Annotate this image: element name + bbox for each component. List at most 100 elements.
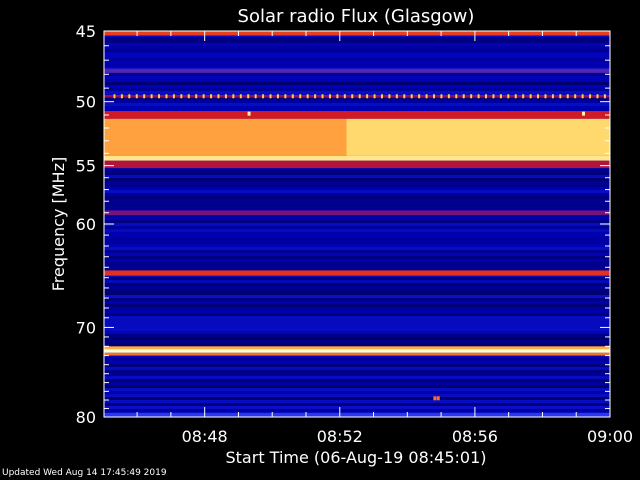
interference-spike	[395, 94, 398, 99]
interference-spike	[128, 94, 131, 99]
noise-row	[104, 187, 610, 190]
noise-row	[104, 214, 610, 217]
noise-row	[104, 223, 610, 226]
frequency-band	[104, 412, 610, 417]
frequency-band	[104, 270, 610, 276]
noise-row	[104, 301, 610, 304]
interference-spike	[150, 94, 153, 99]
frequency-band	[104, 68, 610, 73]
ticks-layer: 08:48 08:52 08:56 09:00 45 50 55 60 70 80	[76, 22, 633, 446]
point-feature	[433, 396, 437, 401]
point-feature	[436, 396, 440, 401]
interference-spike	[291, 94, 294, 99]
y-axis-label: Frequency [MHz]	[49, 157, 68, 291]
noise-row	[104, 238, 610, 241]
interference-spike	[499, 94, 502, 99]
noise-row	[104, 379, 610, 382]
point-feature	[581, 111, 585, 116]
interference-spike	[232, 94, 235, 99]
noise-row	[104, 202, 610, 205]
noise-row	[104, 40, 610, 43]
interference-spike	[514, 94, 517, 99]
noise-row	[104, 406, 610, 409]
updated-timestamp: Updated Wed Aug 14 17:45:49 2019	[2, 468, 167, 478]
y-tick-label: 55	[76, 157, 96, 176]
noise-row	[104, 76, 610, 79]
noise-row	[104, 82, 610, 85]
interference-spike	[180, 94, 183, 99]
interference-spike	[210, 94, 213, 99]
frequency-band	[104, 349, 610, 353]
frequency-band	[104, 210, 610, 215]
noise-row	[104, 172, 610, 175]
interference-spike	[351, 94, 354, 99]
interference-spike	[566, 94, 569, 99]
interference-spike	[425, 94, 428, 99]
noise-row	[104, 205, 610, 208]
noise-row	[104, 256, 610, 259]
y-tick-label: 70	[76, 318, 96, 337]
noise-row	[104, 328, 610, 331]
noise-row	[104, 55, 610, 58]
interference-spike	[336, 94, 339, 99]
noise-row	[104, 37, 610, 40]
noise-row	[104, 337, 610, 340]
noise-row	[104, 307, 610, 310]
noise-row	[104, 283, 610, 286]
noise-row	[104, 175, 610, 178]
interference-spike	[120, 94, 123, 99]
noise-row	[104, 247, 610, 250]
interference-spike	[537, 94, 540, 99]
interference-spike	[440, 94, 443, 99]
interference-spike	[195, 94, 198, 99]
noise-row	[104, 400, 610, 403]
noise-row	[104, 178, 610, 181]
interference-spike	[306, 94, 309, 99]
noise-row	[104, 340, 610, 343]
interference-spike	[581, 94, 584, 99]
interference-spike	[462, 94, 465, 99]
noise-row	[104, 322, 610, 325]
interference-spike	[262, 94, 265, 99]
noise-row	[104, 325, 610, 328]
noise-row	[104, 64, 610, 67]
noise-row	[104, 316, 610, 319]
noise-row	[104, 280, 610, 283]
interference-spike	[551, 94, 554, 99]
interference-spike	[410, 94, 413, 99]
interference-spike	[135, 94, 138, 99]
noise-row	[104, 262, 610, 265]
interference-spike	[507, 94, 510, 99]
noise-row	[104, 310, 610, 313]
interference-spike	[247, 94, 250, 99]
frequency-band	[104, 352, 610, 356]
noise-row	[104, 319, 610, 322]
noise-row	[104, 61, 610, 64]
noise-row	[104, 97, 610, 100]
noise-row	[104, 394, 610, 397]
interference-spike	[299, 94, 302, 99]
noise-row	[104, 46, 610, 49]
noise-row	[104, 169, 610, 172]
band-segment	[104, 118, 347, 156]
interference-spike	[485, 94, 488, 99]
interference-spike	[254, 94, 257, 99]
interference-spike	[388, 94, 391, 99]
interference-spike	[217, 94, 220, 99]
noise-row	[104, 103, 610, 106]
y-tick-label: 60	[76, 215, 96, 234]
interference-spike	[165, 94, 168, 99]
noise-row	[104, 52, 610, 55]
noise-row	[104, 190, 610, 193]
noise-row	[104, 253, 610, 256]
noise-row	[104, 100, 610, 103]
interference-spike	[492, 94, 495, 99]
interference-spike	[239, 94, 242, 99]
noise-row	[104, 388, 610, 391]
interference-spike	[284, 94, 287, 99]
noise-row	[104, 403, 610, 406]
noise-row	[104, 370, 610, 373]
noise-row	[104, 364, 610, 367]
noise-row	[104, 79, 610, 82]
